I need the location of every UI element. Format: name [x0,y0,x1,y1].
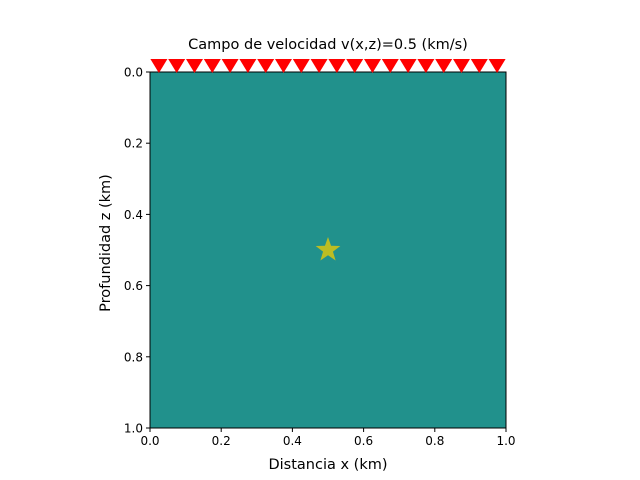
receiver-triangle [275,59,292,73]
receiver-triangle [221,59,239,73]
receiver-triangle [346,59,364,73]
receiver-triangle [435,59,453,73]
y-tick-label: 0.8 [124,350,143,364]
x-tick-label: 0.8 [425,434,444,448]
source-marker [315,237,341,261]
receiver-markers [150,59,506,73]
y-tick-label: 0.6 [124,279,143,293]
source-star [315,237,341,261]
y-tick-label: 0.0 [124,66,143,80]
receiver-triangle [328,59,346,73]
receiver-triangle [399,59,417,73]
receiver-triangle [239,59,257,73]
y-axis-label: Profundidad z (km) [98,174,114,312]
receiver-triangle [488,59,506,73]
receiver-triangle [470,59,488,73]
y-tick-label: 0.2 [124,137,143,151]
x-tick-label: 0.6 [354,434,373,448]
y-tick-label: 0.4 [124,208,143,222]
axes-frame [149,71,507,429]
receiver-triangle [292,59,310,73]
x-tick-label: 0.4 [283,434,302,448]
y-tick-label: 1.0 [124,422,143,436]
receiver-triangle [257,59,275,73]
x-axis-label: Distancia x (km) [268,457,387,473]
receiver-triangle [417,59,435,73]
x-tick-label: 0.0 [140,434,159,448]
receiver-triangle [310,59,328,73]
x-tick-label: 1.0 [496,434,515,448]
x-tick-label: 0.2 [212,434,231,448]
receiver-triangle [381,59,399,73]
receiver-triangle [453,59,470,73]
receiver-triangle [168,59,186,73]
receiver-triangle [203,59,221,73]
y-axis-ticks: 0.0 0.2 0.4 0.6 0.8 1.0 [124,66,150,436]
receiver-triangle [150,59,168,73]
receiver-triangle [186,59,203,73]
chart-title: Campo de velocidad v(x,z)=0.5 (km/s) [188,37,468,53]
x-axis-ticks: 0.0 0.2 0.4 0.6 0.8 1.0 [140,428,516,448]
receiver-triangle [364,59,381,73]
